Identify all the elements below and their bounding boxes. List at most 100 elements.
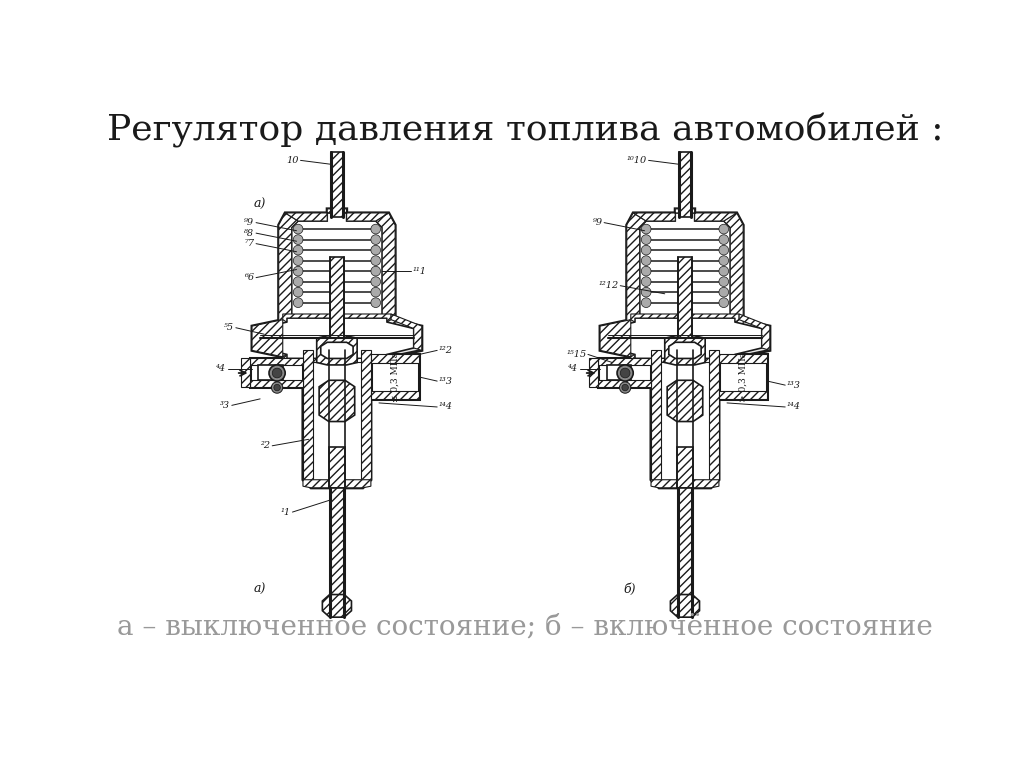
Bar bbox=[606, 365, 631, 380]
Polygon shape bbox=[292, 213, 382, 338]
Text: ¹¹1: ¹¹1 bbox=[413, 267, 427, 275]
Circle shape bbox=[719, 224, 729, 234]
Text: ⁶6: ⁶6 bbox=[245, 273, 255, 282]
Circle shape bbox=[293, 298, 303, 308]
Text: ⁹9: ⁹9 bbox=[245, 218, 255, 227]
Text: ¹³3: ¹³3 bbox=[786, 380, 801, 390]
Text: ⁴4: ⁴4 bbox=[216, 364, 226, 374]
Text: ¹⁴4: ¹⁴4 bbox=[438, 403, 453, 411]
Polygon shape bbox=[279, 209, 395, 342]
Polygon shape bbox=[252, 326, 260, 351]
Text: ⁴4: ⁴4 bbox=[568, 364, 579, 374]
Circle shape bbox=[641, 266, 651, 276]
Polygon shape bbox=[719, 391, 767, 399]
Circle shape bbox=[641, 277, 651, 287]
Polygon shape bbox=[668, 380, 702, 422]
Polygon shape bbox=[252, 320, 283, 357]
Bar bbox=[678, 488, 692, 617]
Circle shape bbox=[371, 224, 381, 234]
Bar bbox=[677, 447, 693, 488]
Polygon shape bbox=[371, 391, 420, 399]
Bar bbox=[331, 153, 343, 217]
Polygon shape bbox=[598, 380, 651, 387]
Circle shape bbox=[271, 382, 283, 393]
Polygon shape bbox=[361, 351, 371, 479]
Circle shape bbox=[622, 384, 629, 391]
Text: Регулятор давления топлива автомобилей :: Регулятор давления топлива автомобилей : bbox=[106, 113, 943, 148]
Circle shape bbox=[719, 298, 729, 308]
Polygon shape bbox=[627, 209, 743, 342]
Polygon shape bbox=[260, 318, 414, 358]
Text: 10: 10 bbox=[287, 156, 299, 165]
Polygon shape bbox=[600, 326, 608, 351]
Polygon shape bbox=[251, 380, 303, 387]
Polygon shape bbox=[371, 354, 420, 399]
Bar bbox=[330, 258, 344, 338]
Polygon shape bbox=[633, 328, 736, 342]
Polygon shape bbox=[589, 358, 598, 387]
Circle shape bbox=[371, 235, 381, 245]
Circle shape bbox=[293, 224, 303, 234]
Circle shape bbox=[641, 245, 651, 255]
Circle shape bbox=[719, 288, 729, 297]
Circle shape bbox=[719, 235, 729, 245]
Polygon shape bbox=[303, 479, 371, 488]
Circle shape bbox=[620, 382, 631, 393]
Polygon shape bbox=[323, 594, 351, 617]
Polygon shape bbox=[316, 336, 357, 365]
Circle shape bbox=[273, 384, 281, 391]
Circle shape bbox=[371, 298, 381, 308]
Circle shape bbox=[641, 235, 651, 245]
Polygon shape bbox=[671, 594, 699, 617]
Text: ⁵5: ⁵5 bbox=[224, 323, 234, 332]
Text: ⁸8: ⁸8 bbox=[245, 229, 255, 238]
Circle shape bbox=[269, 365, 285, 381]
Text: а – выключенное состояние; б – включённое состояние: а – выключенное состояние; б – включённо… bbox=[117, 614, 933, 640]
Polygon shape bbox=[710, 351, 719, 479]
Polygon shape bbox=[285, 328, 389, 342]
Circle shape bbox=[371, 288, 381, 297]
Circle shape bbox=[641, 298, 651, 308]
Text: ¹²12: ¹²12 bbox=[598, 281, 618, 290]
Circle shape bbox=[371, 277, 381, 287]
Polygon shape bbox=[719, 354, 767, 399]
Text: ¹⁴4: ¹⁴4 bbox=[786, 403, 801, 411]
Polygon shape bbox=[600, 314, 770, 363]
Text: а): а) bbox=[254, 198, 266, 210]
Polygon shape bbox=[283, 314, 391, 322]
Circle shape bbox=[293, 245, 303, 255]
Polygon shape bbox=[303, 351, 312, 479]
Text: > 0,3 МПа: > 0,3 МПа bbox=[738, 352, 748, 402]
Polygon shape bbox=[719, 354, 767, 363]
Text: а): а) bbox=[254, 582, 266, 595]
Text: ¹²2: ¹²2 bbox=[438, 346, 453, 355]
Polygon shape bbox=[598, 358, 651, 387]
Circle shape bbox=[621, 368, 630, 378]
Bar bbox=[330, 488, 344, 617]
Polygon shape bbox=[321, 342, 353, 358]
Bar bbox=[679, 153, 690, 217]
Circle shape bbox=[719, 255, 729, 265]
Circle shape bbox=[293, 266, 303, 276]
Text: ¹⁵15: ¹⁵15 bbox=[566, 350, 587, 359]
Polygon shape bbox=[319, 380, 354, 422]
Text: ¹⁰10: ¹⁰10 bbox=[627, 156, 647, 165]
Polygon shape bbox=[669, 342, 701, 358]
Text: ≤ 0,3 МПа: ≤ 0,3 МПа bbox=[390, 352, 399, 402]
Polygon shape bbox=[376, 213, 395, 333]
Polygon shape bbox=[285, 209, 389, 221]
Circle shape bbox=[293, 255, 303, 265]
Polygon shape bbox=[600, 320, 631, 357]
Polygon shape bbox=[241, 358, 251, 387]
Bar bbox=[258, 365, 283, 380]
Polygon shape bbox=[371, 354, 420, 363]
Text: б): б) bbox=[624, 582, 636, 595]
Text: ⁹9: ⁹9 bbox=[593, 218, 602, 227]
Polygon shape bbox=[251, 358, 303, 365]
Circle shape bbox=[641, 255, 651, 265]
Text: ¹³3: ¹³3 bbox=[438, 377, 453, 386]
Text: ²2: ²2 bbox=[260, 441, 270, 450]
Polygon shape bbox=[739, 314, 770, 351]
Polygon shape bbox=[631, 314, 739, 322]
Polygon shape bbox=[631, 354, 739, 363]
